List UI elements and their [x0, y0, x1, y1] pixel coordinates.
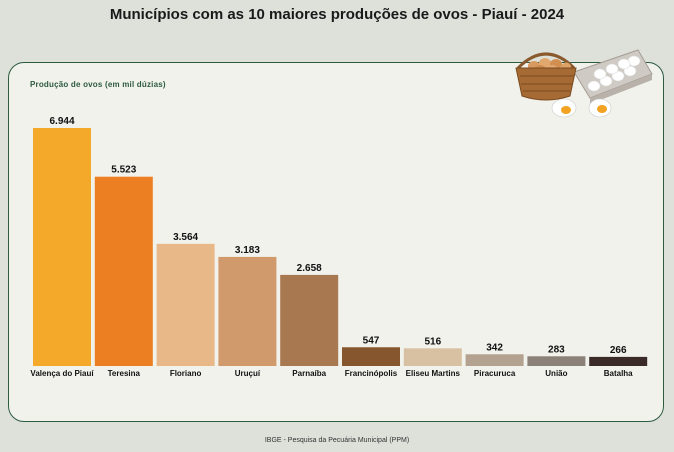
egg-carton-icon: [573, 49, 653, 104]
value-label-3: 3.564: [173, 232, 198, 243]
bar-10: [589, 356, 648, 366]
bar-6: [342, 347, 400, 366]
category-label-4: Uruçuí: [235, 369, 261, 378]
bar-8: [465, 354, 524, 366]
value-label-4: 3.183: [235, 245, 260, 256]
bar-9: [527, 356, 586, 366]
category-label-1: Valença do Piauí: [30, 369, 94, 378]
bar-4: [218, 256, 277, 366]
value-label-1: 6.944: [49, 116, 74, 127]
chart-title: Municípios com as 10 maiores produções d…: [109, 6, 565, 23]
eggs-illustration: [515, 49, 653, 118]
egg-basket-icon: [515, 52, 577, 101]
category-label-8: Piracuruca: [474, 369, 516, 378]
cracked-egg-icon: [551, 98, 612, 118]
bar-2: [94, 176, 153, 366]
category-label-7: Eliseu Martins: [406, 369, 461, 378]
bar-3: [156, 243, 215, 366]
value-label-9: 283: [548, 344, 565, 355]
value-label-6: 547: [363, 335, 380, 346]
category-label-2: Teresina: [108, 369, 141, 378]
category-label-5: Parnaíba: [292, 369, 326, 378]
y-axis-label: Produção de ovos (em mil dúzias): [30, 80, 166, 89]
source-note: IBGE - Pesquisa da Pecuária Municipal (P…: [264, 437, 410, 444]
category-label-10: Batalha: [604, 369, 633, 378]
value-label-5: 2.658: [297, 263, 322, 274]
bar-7: [403, 348, 462, 366]
value-label-2: 5.523: [111, 165, 136, 176]
category-label-3: Floriano: [170, 369, 202, 378]
bar-1: [33, 128, 91, 366]
value-label-8: 342: [486, 342, 503, 353]
value-label-7: 516: [424, 336, 441, 347]
value-label-10: 266: [610, 345, 627, 356]
bar-5: [280, 274, 339, 366]
category-label-6: Francinópolis: [345, 369, 398, 378]
category-label-9: União: [545, 369, 567, 378]
